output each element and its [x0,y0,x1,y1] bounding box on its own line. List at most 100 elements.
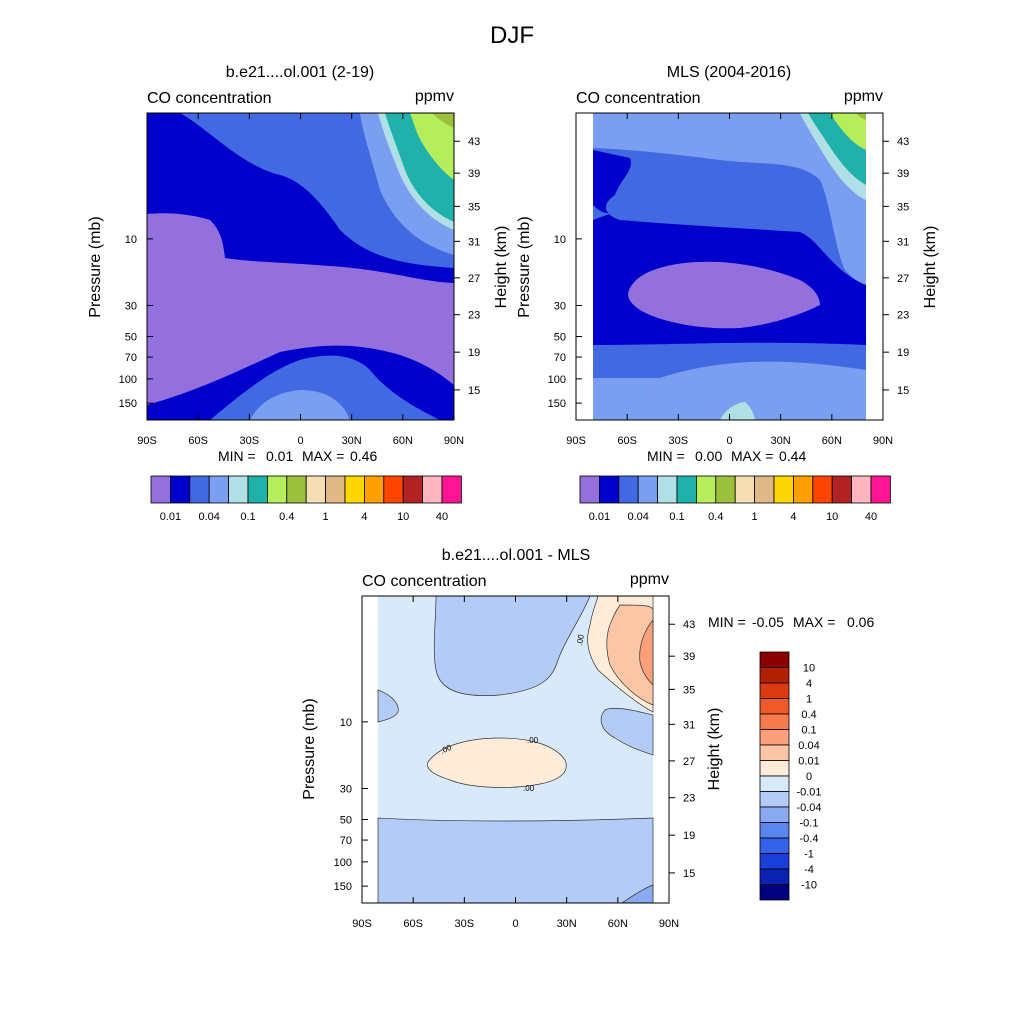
colorbar-swatch [759,837,790,854]
plot-area [593,113,866,420]
x-tick-label: 30N [557,918,577,930]
contour-band [377,817,654,904]
colorbar-label: 4 [361,511,367,523]
colorbar-swatch [812,475,833,504]
max-value: 0.46 [350,448,377,464]
y-axis-title-left: Pressure (mb) [301,698,318,799]
y-tick-label-pressure: 70 [340,835,352,847]
colorbar-swatch [618,475,639,504]
colorbar-label: -1 [804,849,814,861]
y-axis-title-right: Height (km) [922,226,939,309]
colorbar-swatch [344,475,365,504]
colorbar-swatch [150,475,171,504]
contour-label: .00 [575,633,586,646]
max-label: MAX = [302,448,344,464]
y-tick-label-height: 19 [897,347,909,359]
contour-band [427,737,567,788]
colorbar-swatch [383,475,404,504]
y-axis-title-left: Pressure (mb) [516,216,533,317]
colorbar-label: -0.4 [800,833,819,845]
y-tick-label-height: 27 [468,273,480,285]
y-tick-label-height: 15 [683,868,695,880]
panel-mls: MLS (2004-2016) CO concentration ppmv 90… [516,64,939,464]
y-tick-label-pressure: 100 [334,857,352,869]
y-tick-label-height: 35 [683,684,695,696]
contour-label: .00 [439,743,453,756]
max-label: MAX = [731,448,773,464]
colorbar-swatch [759,667,790,684]
colorbar-label: 0.04 [627,511,648,523]
colorbar-swatch [759,853,790,870]
y-tick-label-height: 39 [897,168,909,180]
x-tick-label: 90S [352,918,372,930]
x-tick-label: 0 [512,918,518,930]
colorbar-label: 40 [436,511,448,523]
min-label: MIN = [647,448,685,464]
colorbar-label: -0.04 [796,802,821,814]
colorbar-swatch [831,475,853,504]
y-tick-label-pressure: 10 [125,234,137,246]
panel-title: MLS (2004-2016) [667,64,792,81]
colorbar-swatch [759,806,790,823]
colorbar-label: 0.01 [589,511,610,523]
max-label: MAX = [793,614,835,630]
contour-band [830,113,866,150]
x-tick-label: 0 [726,435,732,447]
colorbar-label: 0.4 [279,511,294,523]
colorbar-swatch [759,822,790,839]
contour-band [433,595,591,696]
y-tick-label-height: 23 [897,310,909,322]
colorbar-swatch [579,475,600,504]
colorbar-label: -10 [801,880,817,892]
y-axis-title-left: Pressure (mb) [87,216,104,317]
colorbar-swatch [773,475,794,504]
y-tick-label-pressure: 50 [340,814,352,826]
colorbar-swatch [759,729,790,746]
contour-band [432,113,454,128]
y-tick-label-height: 35 [897,201,909,213]
colorbar-label: 0.04 [798,740,819,752]
y-tick-label-height: 19 [468,347,480,359]
colorbar-swatch [169,475,191,504]
colorbar-label: 1 [752,511,758,523]
min-label: MIN = [708,614,746,630]
colorbar-swatch [715,475,736,504]
colorbar-swatch [759,713,790,730]
frame: 90S 60S 30S 0 30N 60N 90N 10 30 50 70 100 150 43 39 35 3… [119,112,480,447]
colorbar-swatch [754,475,775,504]
colorbar-label: 0.01 [798,756,819,768]
contour-band [377,689,399,723]
x-tick-label: 0 [297,435,303,447]
colorbar-label: 4 [790,511,796,523]
min-value: 0.01 [266,448,293,464]
colorbar-swatch [759,775,790,792]
frame: 90S 60S 30S 0 30N 60N 90N 10 30 50 70 100 150 43 39 35 3… [334,595,695,930]
contour-band [856,113,866,120]
colorbar-label: 0.1 [669,511,684,523]
y-tick-label-height: 39 [468,168,480,180]
y-tick-label-height: 31 [468,236,480,248]
y-tick-label-pressure: 10 [554,234,566,246]
x-tick-label: 30S [669,435,689,447]
panel-units: ppmv [630,571,669,588]
colorbar-swatch [759,868,790,885]
y-tick-label-pressure: 30 [340,783,352,795]
plot-area [147,113,454,420]
x-tick-label: 90N [659,918,679,930]
y-tick-label-height: 27 [683,756,695,768]
contour-band [628,261,820,329]
y-tick-label-height: 43 [683,619,695,631]
x-tick-label: 30N [771,435,791,447]
x-tick-label: 60S [188,435,208,447]
plot-area: .00 .00 .00 .00 [377,595,654,904]
panel-subtitle: CO concentration [362,573,487,590]
colorbar-swatch [305,475,327,504]
colorbar-swatch [363,475,385,504]
min-label: MIN = [218,448,256,464]
x-tick-label: 30N [342,435,362,447]
contour-label: .00 [523,784,535,793]
panel-difference: b.e21....ol.001 - MLS CO concentration p… [301,547,874,930]
colorbar-swatch [266,475,288,504]
max-value: 0.44 [779,448,806,464]
colorbar-swatch [870,475,891,504]
